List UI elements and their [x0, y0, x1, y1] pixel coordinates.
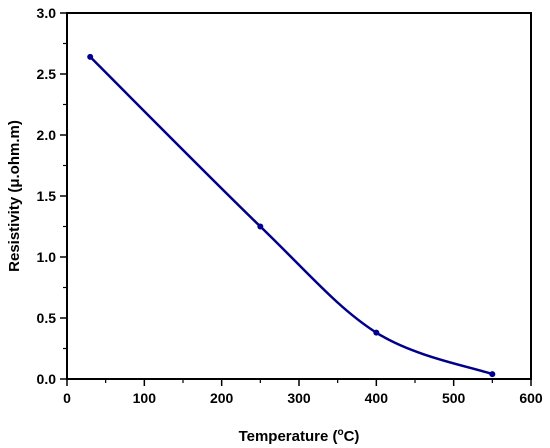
x-axis-title: Temperature (oC) [239, 427, 360, 445]
x-axis-title-sup: o [337, 427, 343, 438]
x-axis-title-main: Temperature ( [239, 428, 338, 445]
y-tick-label: 1.0 [37, 249, 57, 265]
data-point [489, 371, 496, 378]
y-tick-label: 0.0 [37, 371, 57, 387]
x-tick-label: 200 [210, 390, 234, 406]
x-tick-label: 100 [133, 390, 157, 406]
series-points [87, 53, 496, 378]
x-tick-label: 600 [519, 390, 543, 406]
x-axis-title-end: C) [344, 428, 360, 445]
y-tick-label: 1.5 [37, 188, 57, 204]
x-tick-label: 300 [287, 390, 311, 406]
x-tick-label: 400 [365, 390, 389, 406]
x-tick-label: 500 [442, 390, 466, 406]
data-point [257, 223, 264, 230]
y-axis-ticks: 0.0 0.5 1.0 1.5 2.0 2.5 3.0 [37, 5, 67, 387]
y-axis-title: Resistivity (μ.ohm.m) [6, 120, 23, 272]
y-tick-label: 0.5 [37, 310, 57, 326]
y-tick-label: 2.0 [37, 127, 57, 143]
y-tick-label: 2.5 [37, 66, 57, 82]
x-tick-label: 0 [63, 390, 71, 406]
x-axis-ticks: 0 100 200 300 400 500 600 [63, 379, 543, 406]
plot-frame [66, 12, 532, 380]
data-point [87, 53, 94, 60]
data-point [373, 329, 380, 336]
series-line [89, 56, 493, 376]
y-tick-label: 3.0 [37, 5, 57, 21]
